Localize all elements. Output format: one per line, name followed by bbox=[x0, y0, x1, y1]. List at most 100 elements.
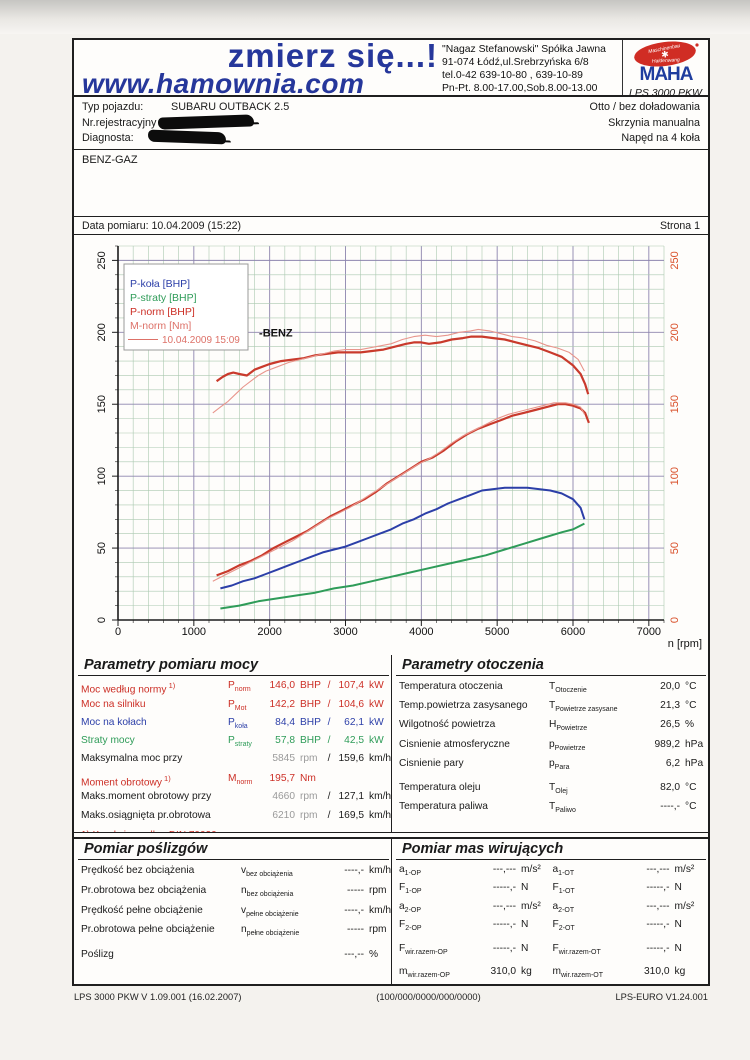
svg-text:Haldenwang: Haldenwang bbox=[651, 57, 679, 64]
param-symbol: a1-OT bbox=[552, 864, 575, 878]
mass-row: a2-OT ---,--- m/s² bbox=[553, 900, 707, 918]
vehicle-diag-row: Diagnosta: bbox=[82, 129, 289, 147]
y-left-tick-label: 50 bbox=[96, 542, 108, 554]
param-symbol: mwir.razem-OP bbox=[399, 966, 450, 980]
param-symbol: F2-OP bbox=[399, 919, 422, 933]
param-unit-2: kW bbox=[369, 735, 384, 747]
engine-type: Otto / bez doładowania bbox=[589, 101, 700, 113]
param-slash: / bbox=[327, 735, 331, 747]
mass-unit: N bbox=[674, 942, 682, 954]
series-p-ko-a-bhp- bbox=[220, 486, 586, 590]
param-symbol: nbez obciążenia bbox=[241, 884, 294, 898]
param-symbol: F2-OT bbox=[552, 919, 575, 933]
param-unit: % bbox=[685, 719, 695, 731]
param-symbol: Pnorm bbox=[228, 680, 251, 694]
company-name: "Nagaz Stefanowski" Spółka Jawna bbox=[442, 44, 606, 55]
param-value-1: 4660 bbox=[272, 791, 295, 803]
slip-rows: Prędkość bez obciążenia vbez obciążenia --… bbox=[78, 860, 391, 963]
mass-value: 310,0 bbox=[490, 966, 517, 978]
mass-unit: N bbox=[674, 919, 682, 931]
redaction-mark bbox=[147, 129, 226, 145]
param-value: 20,0 bbox=[660, 681, 680, 692]
param-symbol: TPowietrze zasysane bbox=[549, 700, 618, 714]
report-footer: LPS 3000 PKW V 1.09.001 (16.02.2007) (10… bbox=[72, 992, 710, 1002]
svg-text:MAHA: MAHA bbox=[639, 64, 693, 83]
vehicle-reg-row: Nr.rejestracyjny bbox=[82, 113, 289, 132]
dyno-chart: 0 1000 2000 3000 4000 5000 6000 700005010015020… bbox=[96, 245, 702, 650]
mass-unit: m/s² bbox=[674, 864, 695, 875]
dyno-report-page: zmierz się...! www.hamownia.com "Nagaz S… bbox=[72, 38, 710, 986]
mass-row: Fwir.razem-OP -----,- N bbox=[399, 942, 553, 960]
power-row: Straty mocy Pstraty 57,8 BHP / 42,5 kW bbox=[81, 734, 389, 752]
param-label: Temperatura paliwa bbox=[399, 801, 488, 813]
param-label: Prędkość bez obciążenia bbox=[81, 865, 195, 876]
param-symbol: pPowietrze bbox=[549, 738, 586, 752]
mass-row: F2-OP -----,- N bbox=[399, 918, 553, 936]
param-unit-1: rpm bbox=[300, 791, 318, 803]
maha-logo-icon: Maschinenbau Haldenwang ✱ MAHA bbox=[633, 41, 699, 85]
mass-unit: N bbox=[521, 942, 529, 954]
param-unit-1: BHP bbox=[300, 680, 321, 691]
param-unit: km/h bbox=[369, 865, 391, 876]
param-row: Temperatura oleju TOlej 82,0 °C bbox=[399, 780, 706, 799]
param-label: Temp.powietrza zasysanego bbox=[399, 700, 528, 712]
param-value-2: 107,4 bbox=[338, 680, 365, 691]
mass-unit: kg bbox=[674, 966, 686, 978]
x-tick-label: 3000 bbox=[333, 626, 357, 638]
y-right-tick-label: 250 bbox=[669, 251, 681, 269]
param-value-2 bbox=[333, 772, 367, 791]
param-value-2: 62,1 bbox=[344, 716, 364, 728]
vehicle-specs: Otto / bez doładowania Skrzynia manualna… bbox=[590, 100, 700, 149]
slip-column: Pomiar poślizgów Prędkość bez obciążenia… bbox=[74, 839, 391, 984]
param-value: 21,3 bbox=[660, 700, 680, 712]
y-right-tick-label: 50 bbox=[669, 542, 681, 554]
param-slash bbox=[325, 772, 333, 791]
param-row: Pr.obrotowa bez obciążenia nbez obciążeni… bbox=[81, 883, 389, 903]
param-label: Maksymalna moc przy bbox=[81, 753, 183, 765]
mass-unit: kg bbox=[521, 966, 532, 978]
mass-row: Fwir.razem-OT -----,- N bbox=[553, 942, 707, 960]
slip-mass-box: Pomiar poślizgów Prędkość bez obciążenia… bbox=[74, 837, 708, 984]
param-unit-2: km/h bbox=[369, 810, 391, 822]
param-value: 6,2 bbox=[665, 757, 680, 769]
param-symbol: Mnorm bbox=[228, 772, 253, 786]
param-unit: rpm bbox=[369, 924, 387, 936]
param-unit: °C bbox=[685, 681, 697, 692]
correction-footnote: 1) Korekcja według DIN 70020 Współczynni… bbox=[78, 829, 389, 833]
param-label: Straty mocy bbox=[81, 735, 135, 747]
param-symbol: mwir.razem-OT bbox=[552, 966, 604, 980]
param-symbol bbox=[228, 752, 264, 766]
company-hours: Pn-Pt. 8.00-17.00,Sob.8.00-13.00 bbox=[442, 83, 598, 94]
mass-value: ---,--- bbox=[492, 864, 516, 875]
x-tick-label: 4000 bbox=[409, 626, 433, 638]
svg-text:✱: ✱ bbox=[660, 49, 669, 60]
fuel-note-area: BENZ-GAZ bbox=[74, 150, 708, 216]
param-slash: / bbox=[327, 680, 331, 691]
param-label: Pr.obrotowa bez obciążenia bbox=[81, 884, 207, 896]
series-m-norm-nm-run-main bbox=[215, 335, 590, 395]
mass-unit: m/s² bbox=[521, 900, 541, 912]
param-unit-2 bbox=[367, 772, 391, 791]
environment-column: Parametry otoczenia Temperatura otoczeni… bbox=[391, 655, 708, 832]
param-value-1: 57,8 bbox=[275, 735, 295, 747]
page-number: Strona 1 bbox=[659, 219, 700, 232]
param-symbol: npełne obciążenie bbox=[241, 924, 300, 938]
param-slash: / bbox=[327, 716, 331, 728]
param-value-1: 142,2 bbox=[269, 698, 296, 710]
param-unit-2: km/h bbox=[369, 753, 391, 765]
param-value-2: 104,6 bbox=[338, 698, 365, 710]
param-label: Temperatura oleju bbox=[399, 782, 481, 794]
param-symbol: PMot bbox=[228, 698, 247, 712]
power-rows: Moc według normy 1) Pnorm 146,0 BHP / 107,4 kW… bbox=[78, 676, 391, 824]
param-label: Pr.obrotowa pełne obciążenie bbox=[81, 924, 215, 936]
param-value-1: 195,7 bbox=[269, 772, 296, 784]
param-row: Cisnienie atmosferyczne pPowietrze 989,2 hP… bbox=[399, 737, 706, 756]
brand-block: zmierz się...! www.hamownia.com bbox=[74, 39, 442, 98]
y-right-tick-label: 200 bbox=[669, 323, 681, 341]
mass-section-title: Pomiar mas wirujących bbox=[396, 839, 706, 860]
mass-value: ---,--- bbox=[492, 900, 516, 912]
param-unit: °C bbox=[685, 801, 697, 813]
param-label: Wilgotność powietrza bbox=[399, 719, 496, 731]
mass-value: -----,- bbox=[646, 919, 670, 931]
company-street: 91-074 Łódź,ul.Srebrzyńska 6/8 bbox=[442, 57, 589, 68]
